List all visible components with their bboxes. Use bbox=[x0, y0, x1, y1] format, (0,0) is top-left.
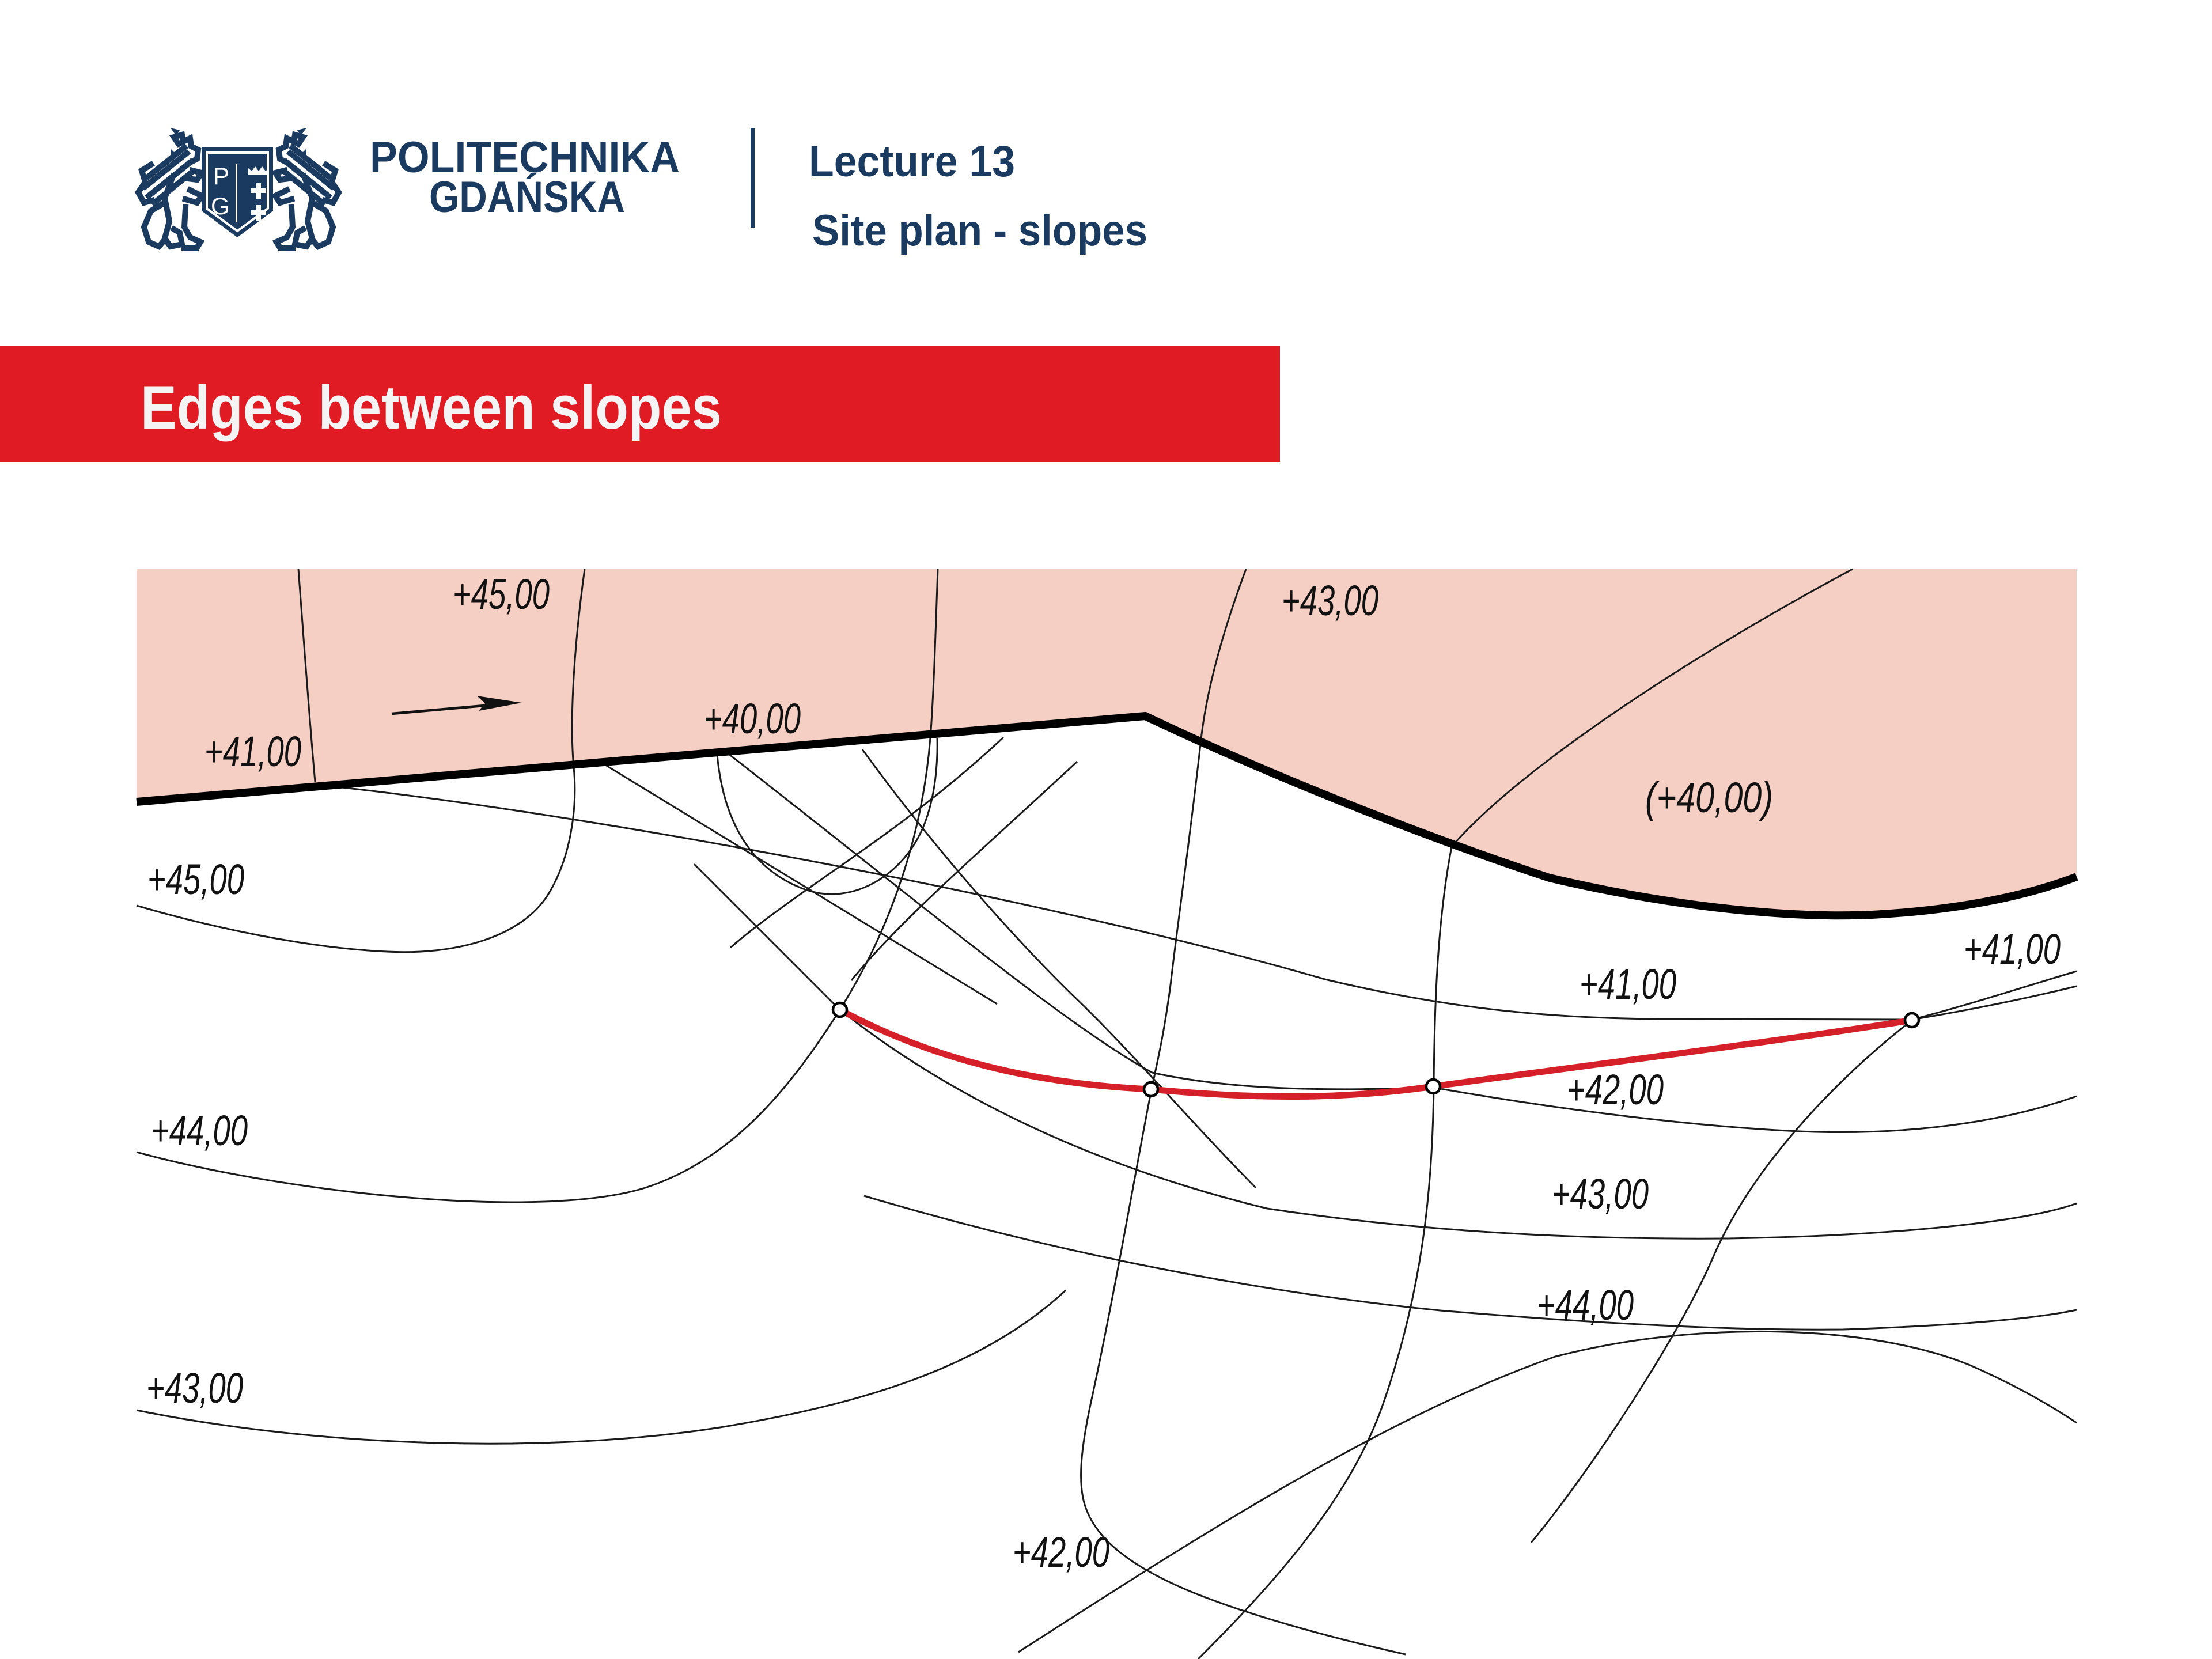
svg-text:Site plan - slopes: Site plan - slopes bbox=[812, 206, 1147, 255]
svg-text:+41,00: +41,00 bbox=[1580, 960, 1676, 1008]
svg-text:Edges between slopes: Edges between slopes bbox=[141, 373, 722, 442]
svg-text:+41,00: +41,00 bbox=[204, 728, 301, 775]
svg-text:+45,00: +45,00 bbox=[453, 570, 550, 618]
svg-text:+41,00: +41,00 bbox=[1964, 925, 2061, 973]
svg-text:+40,00: +40,00 bbox=[704, 695, 801, 743]
svg-text:G: G bbox=[211, 192, 230, 219]
svg-text:+45,00: +45,00 bbox=[147, 855, 244, 903]
svg-text:(+40,00): (+40,00) bbox=[1645, 774, 1773, 821]
svg-text:+44,00: +44,00 bbox=[151, 1107, 248, 1154]
svg-text:+43,00: +43,00 bbox=[1552, 1170, 1649, 1218]
svg-text:+43,00: +43,00 bbox=[1282, 577, 1378, 624]
svg-text:+43,00: +43,00 bbox=[146, 1364, 243, 1412]
svg-text:GDAŃSKA: GDAŃSKA bbox=[429, 173, 625, 222]
svg-text:Lecture 13: Lecture 13 bbox=[809, 137, 1015, 186]
svg-text:POLITECHNIKA: POLITECHNIKA bbox=[370, 133, 680, 182]
svg-text:+44,00: +44,00 bbox=[1537, 1281, 1634, 1329]
svg-text:+42,00: +42,00 bbox=[1013, 1528, 1109, 1576]
svg-text:+42,00: +42,00 bbox=[1567, 1066, 1664, 1113]
svg-text:P: P bbox=[213, 162, 229, 190]
